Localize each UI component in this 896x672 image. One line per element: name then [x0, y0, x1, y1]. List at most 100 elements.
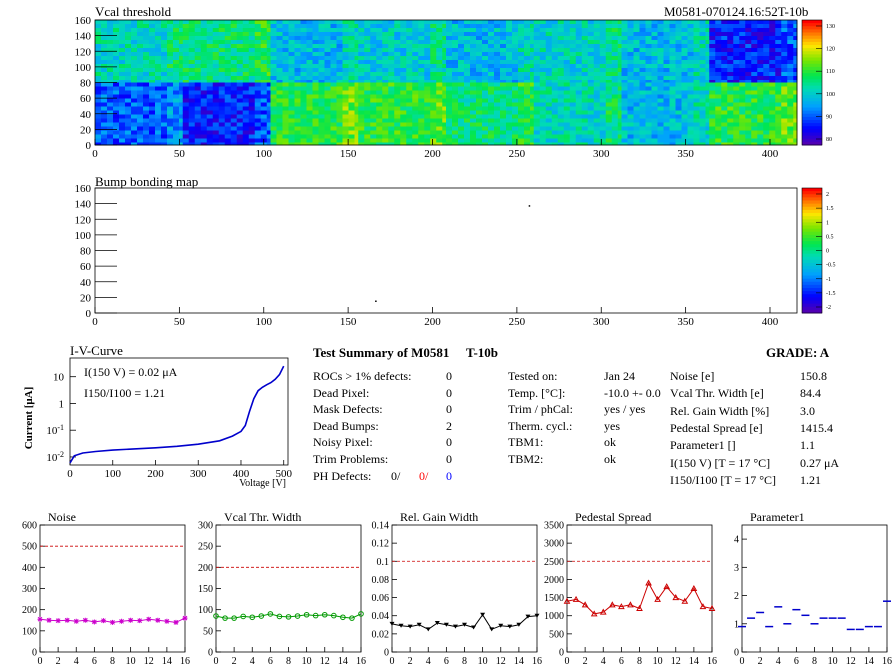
heatmap-cell [751, 94, 758, 99]
heatmap-cell [687, 138, 694, 143]
heatmap-cell [757, 20, 764, 25]
heatmap-cell [131, 138, 138, 143]
heatmap-cell [167, 48, 174, 53]
heatmap-cell [430, 68, 437, 73]
heatmap-cell [382, 86, 389, 91]
heatmap-cell [382, 64, 389, 69]
heatmap-cell [675, 52, 682, 57]
heatmap-cell [639, 44, 646, 49]
heatmap-cell [294, 32, 301, 37]
heatmap-cell [218, 126, 226, 131]
heatmap-cell [599, 110, 607, 115]
heatmap-cell [354, 28, 359, 33]
heatmap-cell [524, 64, 531, 69]
heatmap-cell [324, 90, 331, 95]
heatmap-cell [709, 40, 716, 45]
mini-x-tick-label: 4 [426, 656, 431, 667]
vcal-scale-swatch [802, 101, 822, 105]
heatmap-cell [587, 72, 595, 77]
heatmap-cell [663, 82, 670, 87]
heatmap-cell [569, 36, 577, 41]
heatmap-cell [488, 106, 495, 111]
heatmap-cell [721, 102, 728, 107]
heatmap-cell [476, 36, 483, 41]
heatmap-cell [294, 98, 301, 103]
heatmap-cell [657, 114, 664, 119]
heatmap-cell [699, 52, 706, 57]
heatmap-cell [101, 82, 108, 87]
heatmap-cell [524, 138, 531, 143]
heatmap-cell [488, 102, 495, 107]
heatmap-cell [705, 72, 710, 77]
heatmap-cell [394, 126, 401, 131]
heatmap-cell [575, 64, 583, 69]
heatmap-cell [294, 126, 301, 131]
bump-scale-tick-label: 0.5 [826, 234, 834, 240]
heatmap-cell [739, 80, 746, 83]
heatmap-cell [161, 126, 168, 131]
heatmap-cell [681, 52, 688, 57]
heatmap-cell [512, 114, 519, 119]
heatmap-cell [745, 80, 752, 83]
vcal-scale-swatch [802, 88, 822, 93]
heatmap-cell [358, 126, 365, 131]
heatmap-cell [721, 142, 728, 146]
heatmap-cell [533, 122, 541, 127]
heatmap-cell [494, 118, 501, 123]
heatmap-cell [611, 60, 619, 65]
heatmap-cell [167, 138, 174, 143]
heatmap-cell [715, 138, 722, 143]
heatmap-cell [657, 126, 664, 131]
heatmap-cell [539, 48, 547, 53]
ph-defects-v1: 0/ [391, 469, 401, 483]
heatmap-cell [370, 114, 377, 119]
heatmap-cell [669, 134, 676, 139]
heatmap-cell [194, 20, 202, 25]
heatmap-cell [709, 142, 716, 146]
heatmap-cell [107, 44, 114, 49]
heatmap-cell [569, 82, 577, 87]
heatmap-cell [173, 90, 180, 95]
heatmap-cell [599, 114, 607, 119]
heatmap-cell [627, 98, 634, 103]
heatmap-cell [388, 40, 395, 45]
heatmap-cell [436, 36, 443, 41]
test-row-label: Tested on: [508, 369, 558, 383]
heatmap-cell [524, 36, 531, 41]
heatmap-cell [230, 90, 238, 95]
heatmap-cell [294, 114, 301, 119]
heatmap-cell [512, 142, 519, 146]
heatmap-cell [458, 130, 465, 135]
heatmap-cell [318, 126, 325, 131]
heatmap-cell [400, 60, 407, 65]
heatmap-cell [354, 82, 359, 87]
heatmap-cell [224, 80, 232, 83]
heatmap-cell [173, 28, 180, 33]
heatmap-cell [206, 110, 214, 115]
heatmap-cell [581, 72, 589, 77]
heatmap-cell [669, 32, 676, 37]
heatmap-cell [318, 60, 325, 65]
heatmap-cell [300, 86, 307, 91]
heatmap-cell [430, 76, 437, 81]
heatmap-cell [442, 20, 447, 25]
heatmap-cell [611, 126, 619, 131]
heatmap-cell [266, 122, 271, 127]
heatmap-cell [167, 86, 174, 91]
heatmap-cell [113, 44, 120, 49]
heatmap-cell [500, 122, 507, 127]
heatmap-cell [512, 126, 519, 131]
heatmap-cell [101, 142, 108, 146]
heatmap-cell [781, 138, 788, 143]
heatmap-cell [430, 72, 437, 77]
heatmap-cell [593, 94, 601, 99]
heatmap-cell [212, 56, 220, 61]
defect-row-value: 0 [446, 385, 452, 400]
heatmap-cell [224, 134, 232, 139]
heatmap-cell [458, 126, 465, 131]
heatmap-cell [745, 126, 752, 131]
heatmap-cell [488, 24, 495, 29]
heatmap-cell [669, 114, 676, 119]
heatmap-cell [645, 80, 652, 83]
